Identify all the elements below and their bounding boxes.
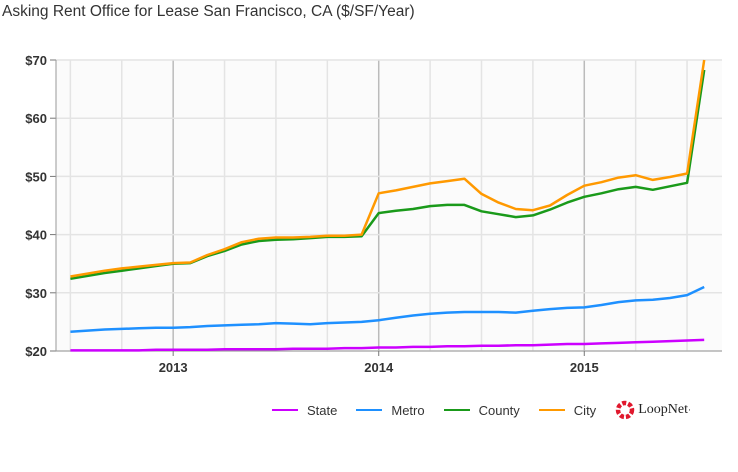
y-tick-label: $40: [25, 228, 47, 243]
chart-title: Asking Rent Office for Lease San Francis…: [2, 3, 415, 20]
y-tick-label: $60: [25, 111, 47, 126]
legend-label: Metro: [391, 402, 425, 418]
legend-swatch: [272, 409, 298, 411]
x-tick-label: 2014: [364, 360, 394, 375]
series-line-city: [70, 59, 706, 278]
legend-item-metro[interactable]: Metro: [356, 402, 425, 418]
plot-background: [56, 60, 722, 351]
loopnet-logo: LoopNet ·: [615, 400, 691, 420]
y-tick-label: $30: [25, 286, 47, 301]
legend-label: State: [307, 402, 338, 418]
legend-swatch: [356, 409, 383, 411]
legend-label: City: [573, 402, 597, 418]
y-tick-label: $70: [25, 53, 47, 68]
brand-mark: ·: [687, 405, 691, 415]
loopnet-logo-icon: [615, 400, 635, 420]
legend-swatch: [538, 409, 565, 411]
y-tick-label: $50: [25, 169, 47, 184]
legend-swatch: [443, 409, 470, 411]
series-line-metro: [70, 285, 705, 334]
legend-item-state[interactable]: State: [272, 403, 337, 418]
y-tick-label: $20: [25, 344, 47, 359]
series-line-state: [70, 338, 705, 352]
legend-label: County: [478, 402, 520, 418]
legend-item-county[interactable]: County: [443, 402, 520, 418]
legend: State Metro County City LoopNet ·: [272, 400, 691, 420]
x-tick-label: 2013: [159, 360, 188, 375]
x-tick-label: 2015: [570, 360, 599, 375]
loopnet-brand: LoopNet: [638, 402, 688, 417]
legend-item-city[interactable]: City: [538, 402, 597, 418]
